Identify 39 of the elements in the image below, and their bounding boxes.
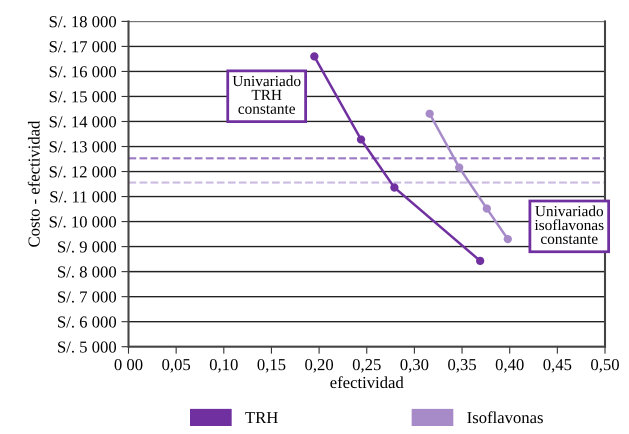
point xyxy=(310,52,318,61)
x-axis-title: efectividad xyxy=(330,376,404,388)
y-tick-label: S/. 9 000 xyxy=(58,241,116,253)
y-tick-label: S/. 18 000 xyxy=(50,16,116,28)
y-tick-label: S/. 8 000 xyxy=(58,266,116,278)
point xyxy=(425,110,434,118)
point xyxy=(482,204,491,213)
y-tick-label: S/. 14 000 xyxy=(50,116,116,128)
y-tick-label: S/. 15 000 xyxy=(50,91,116,102)
x-tick-label: 0,05 xyxy=(162,358,190,373)
x-tick-label: 0 00 xyxy=(114,358,142,370)
y-tick-label: S/. 16 000 xyxy=(50,66,116,78)
point xyxy=(504,234,512,244)
legend-label: Isoflavonas xyxy=(467,411,543,424)
point xyxy=(356,135,366,144)
annotation: Univariado TRH constante xyxy=(232,75,300,114)
point xyxy=(455,163,464,172)
x-tick-label: 0,50 xyxy=(591,358,619,373)
y-tick-label: S/. 6 000 xyxy=(58,316,116,328)
legend-label: TRH xyxy=(245,412,278,424)
x-tick-label: 0,10 xyxy=(210,358,238,373)
y-tick-label: S/. 13 000 xyxy=(50,141,116,153)
y-tick-label: S/. 12 000 xyxy=(50,166,116,178)
point xyxy=(390,183,399,192)
y-axis-title: Costo - efectividad xyxy=(28,120,40,247)
x-tick-label: 0,15 xyxy=(258,358,286,373)
x-tick-label: 0,20 xyxy=(305,358,334,373)
point xyxy=(476,256,484,266)
y-tick-label: S/. 7 000 xyxy=(58,291,116,303)
y-tick-label: S/. 11 000 xyxy=(50,191,116,203)
annotation: Univariado isoflavonas constante xyxy=(534,206,604,244)
y-tick-label: S/. 17 000 xyxy=(50,41,116,52)
x-tick-label: 0,30 xyxy=(400,358,428,373)
x-tick-label: 0,40 xyxy=(496,358,524,373)
x-tick-label: 0,45 xyxy=(543,358,572,373)
x-tick-label: 0,25 xyxy=(352,358,381,373)
x-tick-label: 0,35 xyxy=(448,358,476,373)
y-tick-label: S/. 5 000 xyxy=(58,341,116,353)
y-tick-label: S/. 10 000 xyxy=(50,216,116,228)
